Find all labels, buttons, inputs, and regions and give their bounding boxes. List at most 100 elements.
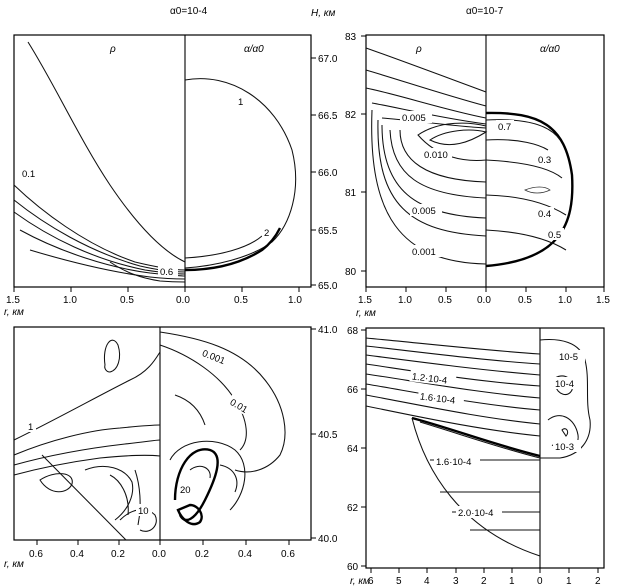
tick-label: 0: [537, 576, 543, 587]
bl-boundary: [41, 454, 127, 541]
contour-label: 0.010: [424, 150, 448, 161]
tick-label: 1.0: [288, 295, 302, 306]
tick-label: 1.5: [596, 295, 610, 306]
tick-label: 62: [347, 503, 359, 514]
tick-label: 60: [347, 562, 359, 573]
contour-label: 0.005: [402, 113, 426, 124]
bl-contour: [13, 439, 161, 466]
tl-alpha-contour-1: [184, 78, 297, 269]
tick-label: 83: [345, 32, 357, 43]
tr-contour-labels: 0.005 0.010 0.005 0.001 0.7 0.3 0.4 0.5: [400, 111, 564, 258]
tl-rho-contour: [13, 211, 186, 275]
tr-rho-contour: [389, 129, 487, 199]
bl-contour: [13, 424, 161, 456]
tick-label: 4: [424, 576, 430, 587]
tick-label: 0.0: [176, 295, 190, 306]
bl-contour: [119, 509, 157, 532]
contour-label: 0.3: [538, 155, 551, 166]
tr-rho-contour: [381, 124, 487, 219]
panel-top-right: α0=10-7 ρ α/α0 0.005 0.010: [345, 6, 610, 319]
tr-rho-contour: [428, 129, 488, 146]
tick-label: 65.5: [318, 226, 338, 237]
tick-label: 0.5: [120, 295, 134, 306]
tick-label: 40.5: [318, 430, 338, 441]
tick-label: 0.0: [477, 295, 491, 306]
tick-label: 0.5: [234, 295, 248, 306]
tr-alpha-contour: [485, 194, 567, 216]
tick-label: 1.0: [63, 295, 77, 306]
tr-alpha-contour: [485, 159, 563, 179]
tick-label: 0.6: [281, 549, 295, 560]
tick-label: 40.0: [318, 534, 338, 545]
bl-contour: [169, 440, 246, 511]
tl-xlabel: r, км: [4, 307, 24, 318]
br-contour: [365, 373, 541, 399]
contour-label: 0.7: [498, 122, 511, 133]
tick-label: 1.5: [6, 295, 20, 306]
top-right-frame: [365, 34, 605, 288]
tick-label: 81: [345, 188, 357, 199]
tl-alpha-contour-edge: [184, 227, 282, 272]
tick-label: 1.0: [398, 295, 412, 306]
tick-label: 1: [509, 576, 515, 587]
contour-label: 10-5: [559, 352, 578, 363]
contour-label: 10-3: [555, 442, 574, 453]
tick-label: 0.6: [29, 549, 43, 560]
tr-rho-contour: [365, 47, 487, 93]
contour-label: 2: [264, 228, 269, 239]
tl-alpha-contour: [184, 235, 263, 259]
panel-bottom-right: 1.2·10-4 1.6·10-4 1.6·10-4 2.0·10-4 10-5…: [347, 326, 605, 587]
bl-contour: [134, 469, 141, 526]
contour-label: 10-4: [555, 379, 574, 390]
tr-alpha-contour-edge: [485, 111, 574, 268]
tick-label: 41.0: [318, 325, 338, 336]
tr-rho-contour: [399, 129, 487, 183]
tick-label: 67.0: [318, 54, 338, 65]
tr-alpha-contour: [485, 139, 549, 151]
tick-label: 64: [347, 444, 359, 455]
top-left-rho-label: ρ: [109, 44, 116, 55]
tick-label: 66.5: [318, 111, 338, 122]
bl-contour: [103, 339, 121, 373]
tr-rho-contour: [365, 87, 487, 119]
contour-label: 1: [238, 97, 243, 108]
tr-alpha-contour: [485, 119, 561, 141]
panel-bottom-left: 1 10 0.001 0.01 20 0.6 0.4 0.2 0.0 0.2 0…: [4, 325, 338, 570]
br-xlabel: r, км: [350, 576, 370, 587]
br-contour: [419, 421, 541, 459]
tick-label: 0.4: [238, 549, 252, 560]
bottom-left-frame: [13, 326, 312, 541]
tick-label: 0.4: [70, 549, 84, 560]
top-left-frame: [13, 34, 312, 288]
tick-label: 66: [347, 385, 359, 396]
top-left-title: α0=10-4: [170, 6, 208, 17]
tick-label: 1: [566, 576, 572, 587]
tick-label: 6: [368, 576, 374, 587]
panel-top-left: α0=10-4 H, км ρ α/α0 0.1 0.6 1 2: [4, 6, 338, 318]
tick-label: 1.0: [558, 295, 572, 306]
contour-label: 20: [180, 485, 191, 496]
top-right-rho-label: ρ: [415, 44, 422, 55]
tr-y-ticks: [361, 35, 366, 272]
tick-label: 66.0: [318, 168, 338, 179]
tl-rho-contour: [109, 261, 186, 283]
bl-contour-core: [176, 503, 203, 526]
bl-contour-core: [173, 448, 219, 522]
br-contour: [365, 345, 541, 365]
tr-rho-contour: [371, 109, 487, 265]
br-contour: [365, 405, 541, 437]
br-contour-front: [411, 416, 541, 458]
bl-contour: [39, 473, 73, 493]
tick-label: 2: [481, 576, 487, 587]
contour-label: 2.0·10-4: [458, 508, 493, 519]
tick-label: 1.5: [358, 295, 372, 306]
bl-contour-1: [13, 351, 161, 441]
top-left-alpha-label: α/α0: [244, 44, 264, 55]
bl-contour: [109, 474, 129, 516]
br-contour: [365, 394, 541, 425]
bl-contour: [189, 465, 211, 479]
contour-label: 0.1: [22, 169, 35, 180]
tr-xlabel: r, км: [356, 308, 376, 319]
contour-label: 0.001: [412, 247, 436, 258]
